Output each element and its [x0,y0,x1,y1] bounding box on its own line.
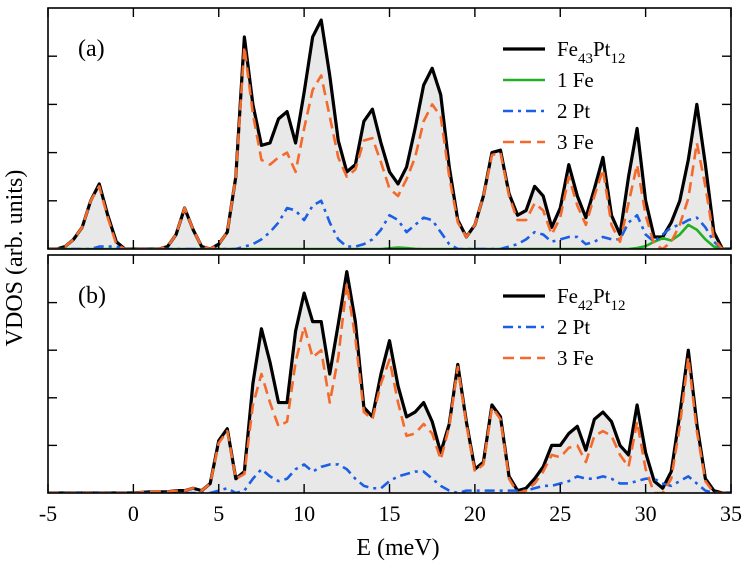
y-axis-label: VDOS (arb. units) [2,170,28,347]
x-tick-label: 15 [379,501,401,526]
legend-label-pt2: 2 Pt [557,99,590,123]
legend-formula-sub1: 42 [578,298,593,314]
legend-formula-sub2: 12 [611,298,626,314]
x-tick-label: 35 [720,501,742,526]
legend-formula-sub1: 43 [578,51,593,67]
series-line-total [48,270,731,493]
x-tick-label: 5 [213,501,224,526]
legend-label-pt2: 2 Pt [557,315,590,339]
panel-label: (b) [78,283,106,309]
x-tick-label: 10 [293,501,315,526]
legend-label-fe3: 3 Fe [557,130,594,154]
x-axis-label: E (meV) [356,535,439,561]
series-line-fe3 [48,282,731,493]
series-line-pt2 [48,199,731,249]
x-tick-label: 30 [635,501,657,526]
legend-label-fe3: 3 Fe [557,346,594,370]
x-tick-label: 0 [128,501,139,526]
series-line-fe1 [48,223,731,249]
legend-formula-mid: Pt [593,37,611,61]
total-fill-area [48,20,731,249]
series-line-fe3 [48,45,731,249]
legend-label-total: Fe42Pt12 [557,284,626,314]
legend-formula-base: Fe [557,37,578,61]
legend-formula-base: Fe [557,284,578,308]
x-tick-label: 25 [549,501,571,526]
legend-formula-mid: Pt [593,284,611,308]
panel-label: (a) [78,36,105,62]
legend-formula-sub2: 12 [611,51,626,67]
x-axis: -5 0 5 10 15 20 25 30 35 [39,501,742,526]
x-tick-label: -5 [39,501,57,526]
legend-label-total: Fe43Pt12 [557,37,626,67]
total-fill-area [48,271,731,493]
x-tick-label: 20 [464,501,486,526]
legend-label-fe1: 1 Fe [557,68,594,92]
